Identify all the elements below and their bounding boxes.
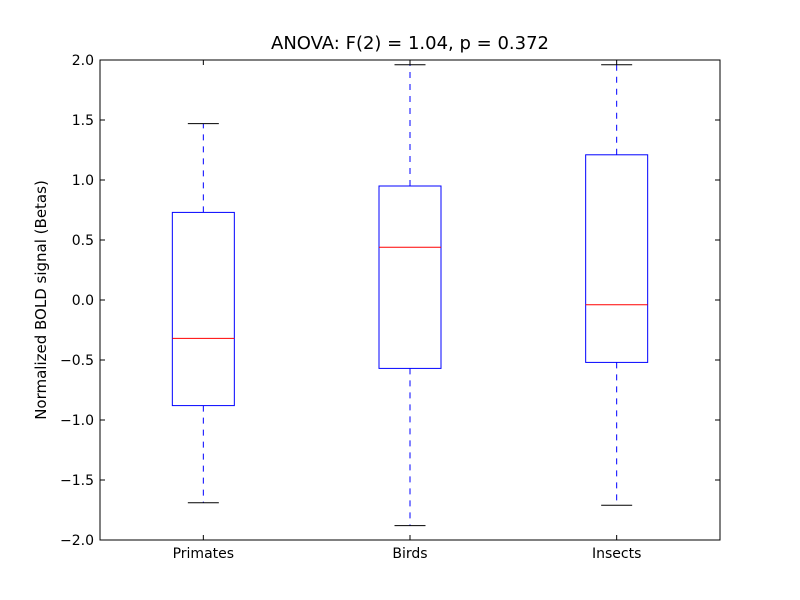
x-tick-label: Birds — [392, 546, 427, 562]
x-tick-label: Primates — [173, 546, 234, 562]
iqr-box — [378, 185, 442, 369]
y-tick-label: 1.0 — [72, 173, 94, 189]
x-tick-label: Insects — [592, 546, 641, 562]
axes-frame — [99, 59, 721, 541]
iqr-box — [585, 154, 649, 363]
y-tick-label: 1.5 — [72, 113, 94, 129]
y-tick-label: 2.0 — [72, 53, 94, 69]
box-birds — [378, 64, 442, 527]
y-tick-label: −1.0 — [60, 413, 94, 429]
chart-title: ANOVA: F(2) = 1.04, p = 0.372 — [271, 33, 549, 54]
y-tick-label: −0.5 — [60, 353, 94, 369]
iqr-box — [171, 211, 235, 407]
y-tick-label: −1.5 — [60, 473, 94, 489]
box-primates — [171, 123, 235, 504]
box-insects — [585, 64, 649, 506]
y-axis-label: Normalized BOLD signal (Betas) — [32, 180, 50, 420]
y-tick-label: 0.0 — [72, 293, 94, 309]
y-tick-label: 0.5 — [72, 233, 94, 249]
y-tick-label: −2.0 — [60, 533, 94, 549]
